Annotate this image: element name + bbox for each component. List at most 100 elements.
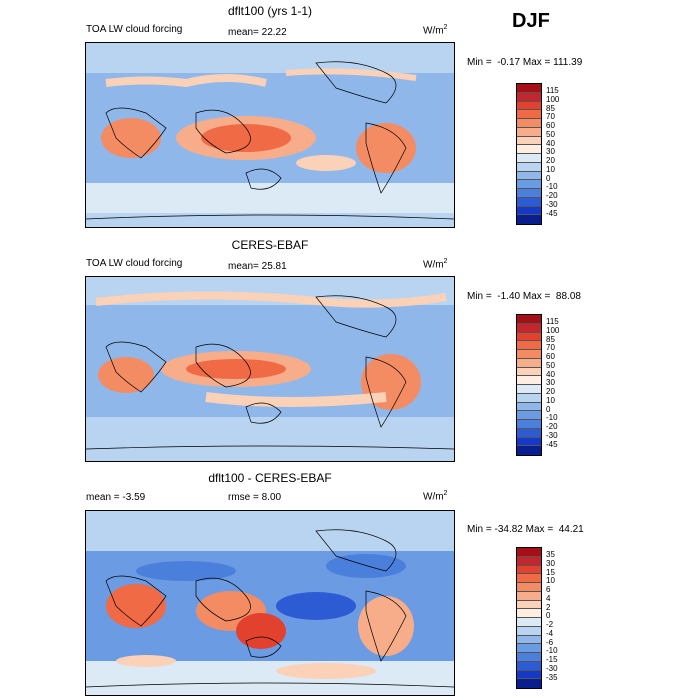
- colorbar-tick-label: -10: [546, 413, 558, 423]
- colorbar-tick-label: 85: [546, 334, 555, 344]
- colorbar-tick-label: -10: [546, 646, 558, 656]
- colorbar-tick-label: -20: [546, 191, 558, 200]
- colorbar-tick-label: -6: [546, 637, 554, 647]
- colorbar-tick-label: -45: [546, 208, 558, 218]
- colorbar-tick-label: 85: [546, 103, 555, 113]
- colorbar-tick-label: 115: [546, 86, 559, 95]
- colorbar-swatch: [517, 162, 541, 172]
- panel-1-mean: mean= 22.22: [228, 27, 287, 38]
- colorbar-tick-label: 6: [546, 585, 551, 594]
- panel-3-mean: mean = -3.59: [86, 492, 146, 503]
- colorbar-swatch: [517, 565, 541, 575]
- colorbar-tick-label: -45: [546, 439, 558, 449]
- colorbar-swatch: [517, 661, 541, 671]
- colorbar-swatch: [517, 548, 541, 557]
- colorbar-swatch: [517, 189, 541, 198]
- panel-2-colorbar: [516, 314, 542, 456]
- colorbar-tick-label: 0: [546, 611, 551, 621]
- colorbar-swatch: [517, 350, 541, 359]
- colorbar-tick-label: 20: [546, 387, 555, 396]
- colorbar-tick-label: 50: [546, 129, 555, 139]
- colorbar-tick-label: -2: [546, 620, 554, 629]
- colorbar-tick-label: 60: [546, 352, 555, 361]
- colorbar-tick-label: 10: [546, 164, 555, 174]
- panel-1-title: dflt100 (yrs 1-1): [227, 4, 313, 18]
- colorbar-swatch: [517, 367, 541, 377]
- colorbar-tick-label: -30: [546, 663, 558, 673]
- colorbar-swatch: [517, 670, 541, 680]
- colorbar-swatch: [517, 644, 541, 653]
- colorbar-swatch: [517, 154, 541, 163]
- colorbar-tick-label: 30: [546, 147, 555, 157]
- panel-3-minmax: Min = -34.82 Max = 44.21: [467, 524, 584, 535]
- colorbar-swatch: [517, 110, 541, 119]
- colorbar-tick-label: 115: [546, 317, 559, 326]
- colorbar-swatch: [517, 411, 541, 420]
- colorbar-tick-label: 30: [546, 558, 555, 568]
- colorbar-tick-label: 10: [546, 395, 555, 405]
- colorbar-swatch: [517, 341, 541, 350]
- panel-3-title: dflt100 - CERES-EBAF: [208, 471, 332, 485]
- colorbar-swatch: [517, 206, 541, 216]
- colorbar-swatch: [517, 332, 541, 342]
- panel-2-map-svg: [86, 277, 454, 461]
- colorbar-tick-label: 100: [546, 94, 560, 104]
- colorbar-tick-label: -15: [546, 655, 558, 664]
- colorbar-tick-label: 10: [546, 576, 555, 586]
- colorbar-tick-label: -10: [546, 182, 558, 192]
- colorbar-swatch: [517, 626, 541, 636]
- colorbar-swatch: [517, 358, 541, 368]
- colorbar-swatch: [517, 679, 541, 688]
- colorbar-swatch: [517, 583, 541, 592]
- panel-3-rmse: rmse = 8.00: [228, 492, 282, 503]
- colorbar-tick-label: 50: [546, 360, 555, 370]
- colorbar-swatch: [517, 171, 541, 181]
- colorbar-tick-label: 40: [546, 369, 555, 379]
- colorbar-swatch: [517, 376, 541, 385]
- panel-3-colorbar: [516, 547, 542, 689]
- colorbar-swatch: [517, 385, 541, 394]
- panel-2-colorbar-labels: 115 100 85 70 60 50 40 30 20 10 0 -10 -20 -30 -45: [546, 313, 559, 449]
- panel-3-colorbar-labels: 35 30 15 10 6 4 2 0 -2 -4 -6 -10 -15 -30 -35: [546, 546, 558, 682]
- colorbar-swatch: [517, 323, 541, 333]
- colorbar-swatch: [517, 591, 541, 601]
- colorbar-tick-label: 40: [546, 138, 555, 148]
- colorbar-tick-label: -4: [546, 628, 554, 638]
- colorbar-swatch: [517, 136, 541, 146]
- colorbar-tick-label: -30: [546, 430, 558, 440]
- colorbar-swatch: [517, 84, 541, 93]
- colorbar-swatch: [517, 556, 541, 566]
- colorbar-swatch: [517, 600, 541, 610]
- panel-3-unit: W/m2: [423, 490, 448, 503]
- colorbar-tick-label: 4: [546, 593, 551, 603]
- colorbar-tick-label: 35: [546, 550, 555, 559]
- colorbar-swatch: [517, 653, 541, 662]
- panel-1-colorbar-labels: 115 100 85 70 60 50 40 30 20 10 0 -10 -20 -30 -45: [546, 82, 560, 218]
- colorbar-swatch: [517, 437, 541, 447]
- colorbar-swatch: [517, 315, 541, 324]
- colorbar-tick-label: 60: [546, 121, 555, 130]
- colorbar-tick-label: 70: [546, 343, 555, 353]
- colorbar-swatch: [517, 101, 541, 111]
- panel-1-colorbar: [516, 83, 542, 225]
- panel-2-mean: mean= 25.81: [228, 261, 287, 272]
- colorbar-swatch: [517, 428, 541, 438]
- colorbar-swatch: [517, 635, 541, 645]
- colorbar-swatch: [517, 618, 541, 627]
- colorbar-swatch: [517, 180, 541, 189]
- colorbar-swatch: [517, 446, 541, 455]
- colorbar-swatch: [517, 145, 541, 154]
- colorbar-tick-label: 20: [546, 156, 555, 165]
- panel-2-unit: W/m2: [423, 258, 448, 271]
- colorbar-swatch: [517, 127, 541, 137]
- colorbar-swatch: [517, 420, 541, 429]
- colorbar-swatch: [517, 119, 541, 128]
- panel-3-map-svg: [86, 511, 454, 695]
- colorbar-tick-label: 0: [546, 173, 551, 183]
- panel-1-unit: W/m2: [423, 24, 448, 37]
- panel-1-label-left: TOA LW cloud forcing: [86, 24, 183, 35]
- panel-2-title: CERES-EBAF: [231, 238, 309, 252]
- colorbar-tick-label: 70: [546, 112, 555, 122]
- colorbar-tick-label: 0: [546, 404, 551, 414]
- panel-1-minmax: Min = -0.17 Max = 111.39: [467, 57, 583, 68]
